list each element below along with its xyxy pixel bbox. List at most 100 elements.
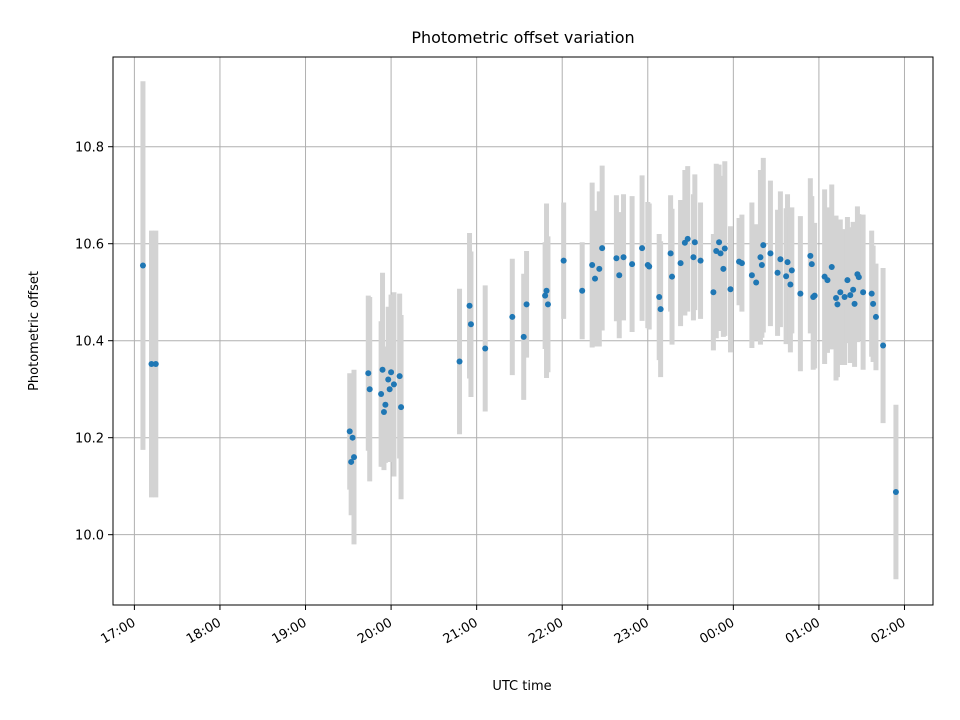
data-point xyxy=(807,252,814,259)
data-point xyxy=(677,260,684,267)
data-point xyxy=(720,265,727,272)
data-point xyxy=(757,254,764,261)
data-point xyxy=(844,277,851,284)
data-point xyxy=(824,277,831,284)
data-point xyxy=(667,250,674,257)
data-point xyxy=(396,373,403,380)
data-point xyxy=(710,289,717,296)
data-point xyxy=(382,401,389,408)
data-point xyxy=(365,370,372,377)
data-point xyxy=(388,369,395,376)
y-tick-label: 10.4 xyxy=(75,335,104,350)
data-point xyxy=(466,302,473,309)
data-point xyxy=(152,360,159,367)
data-point xyxy=(599,245,606,252)
data-point xyxy=(348,458,355,465)
data-point xyxy=(774,269,781,276)
data-point xyxy=(860,289,867,296)
data-point xyxy=(613,255,620,262)
y-axis-ticks: 10.0 10.2 10.4 10.6 10.8 xyxy=(75,141,113,544)
data-point xyxy=(385,376,392,383)
data-point xyxy=(467,321,474,328)
data-point xyxy=(716,239,723,246)
data-point xyxy=(386,386,393,393)
data-point xyxy=(788,267,795,274)
y-tick-label: 10.0 xyxy=(75,529,104,544)
data-point xyxy=(390,381,397,388)
data-point xyxy=(378,391,385,398)
data-point xyxy=(851,300,858,307)
data-point xyxy=(784,259,791,266)
data-point xyxy=(148,360,155,367)
data-point xyxy=(753,279,760,286)
data-point xyxy=(758,262,765,269)
data-point xyxy=(669,273,676,280)
data-point xyxy=(811,292,818,299)
data-point xyxy=(872,313,879,320)
data-point xyxy=(616,272,623,279)
data-point xyxy=(697,257,704,264)
data-point xyxy=(721,245,728,252)
data-point xyxy=(596,265,603,272)
data-point xyxy=(544,301,551,308)
data-point xyxy=(748,272,755,279)
data-point xyxy=(880,342,887,349)
data-point xyxy=(351,454,358,461)
chart-title: Photometric offset variation xyxy=(411,28,634,47)
data-point xyxy=(841,294,848,301)
data-point xyxy=(847,292,854,299)
data-point xyxy=(646,263,653,270)
data-point xyxy=(767,250,774,257)
data-point xyxy=(828,263,835,270)
data-point xyxy=(760,242,767,249)
data-point xyxy=(657,306,664,313)
data-point xyxy=(797,290,804,297)
data-point xyxy=(868,290,875,297)
data-point xyxy=(892,489,899,496)
y-tick-label: 10.2 xyxy=(75,432,104,447)
data-point xyxy=(870,300,877,307)
y-tick-label: 10.6 xyxy=(75,238,104,253)
data-point xyxy=(543,287,550,294)
data-point xyxy=(777,256,784,263)
y-tick-label: 10.8 xyxy=(75,141,104,156)
data-point xyxy=(717,250,724,257)
data-point xyxy=(834,301,841,308)
data-point xyxy=(656,294,663,301)
data-point xyxy=(456,358,463,365)
data-point xyxy=(808,261,815,268)
data-point xyxy=(787,281,794,288)
plot-frame xyxy=(112,56,934,606)
data-point xyxy=(639,245,646,252)
data-point xyxy=(589,262,596,269)
data-point xyxy=(592,275,599,282)
data-point xyxy=(850,286,857,293)
data-point xyxy=(579,287,586,294)
data-point xyxy=(523,301,530,308)
data-point xyxy=(346,428,353,435)
data-point xyxy=(837,289,844,296)
data-point xyxy=(366,386,373,393)
data-point xyxy=(691,239,698,246)
data-point xyxy=(629,261,636,268)
data-point xyxy=(690,254,697,261)
data-point xyxy=(349,434,356,441)
data-point xyxy=(684,235,691,242)
data-point xyxy=(482,345,489,352)
data-point xyxy=(727,286,734,293)
y-axis-label: Photometric offset xyxy=(27,271,42,391)
data-point xyxy=(738,260,745,267)
x-axis-label: UTC time xyxy=(492,679,551,694)
data-point xyxy=(542,292,549,299)
data-point xyxy=(560,257,567,264)
data-point xyxy=(620,254,627,261)
data-point xyxy=(833,295,840,302)
grid-lines xyxy=(113,57,933,605)
data-point xyxy=(379,366,386,373)
data-point xyxy=(783,273,790,280)
data-point xyxy=(380,408,387,415)
data-point xyxy=(509,313,516,320)
data-point xyxy=(398,404,405,411)
data-point xyxy=(139,262,146,269)
data-point xyxy=(520,333,527,340)
